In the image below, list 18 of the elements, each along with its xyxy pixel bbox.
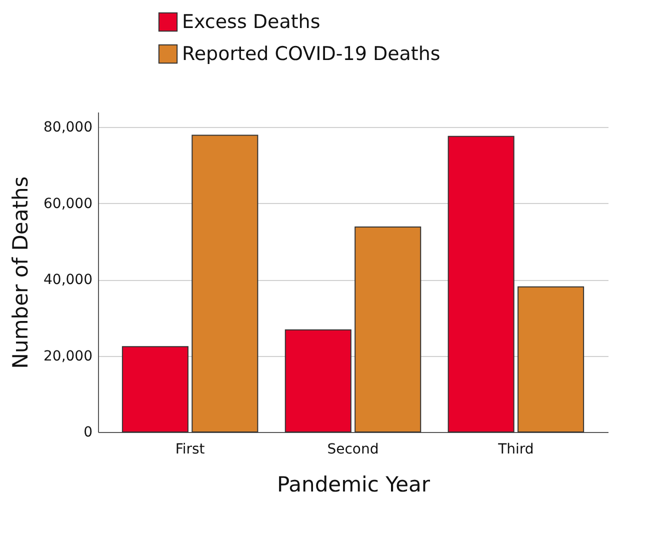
- bar: [354, 226, 422, 432]
- legend-label: Reported COVID-19 Deaths: [182, 43, 440, 65]
- x-tick-label: Third: [497, 442, 534, 458]
- y-tick-label: 80,000: [44, 120, 92, 136]
- x-axis-title: Pandemic Year: [276, 472, 430, 496]
- legend-label: Excess Deaths: [182, 11, 320, 33]
- x-tick-label: Second: [327, 442, 379, 458]
- bar: [192, 134, 258, 432]
- bar: [284, 329, 352, 432]
- y-tick-label: 20,000: [44, 348, 92, 364]
- y-tick-label: 0: [84, 424, 92, 440]
- x-tick-label: First: [175, 442, 206, 458]
- bar: [448, 136, 514, 432]
- y-axis-title: Number of Deaths: [8, 176, 33, 369]
- bar: [518, 286, 584, 432]
- bar: [122, 346, 188, 432]
- y-tick-label: 60,000: [44, 196, 92, 212]
- y-tick-label: 40,000: [44, 272, 92, 288]
